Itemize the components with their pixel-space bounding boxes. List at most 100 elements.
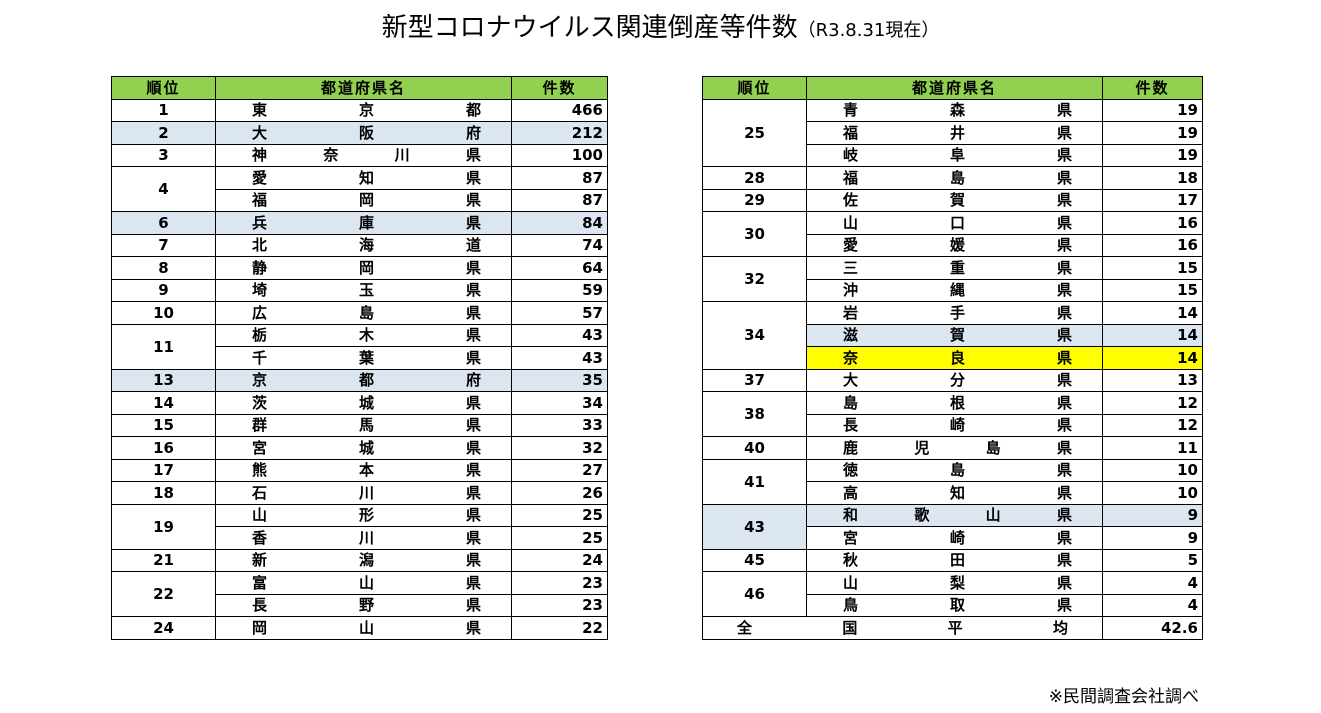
prefecture-cell: 神奈川県 xyxy=(215,143,512,167)
prefecture-name: 埼玉県 xyxy=(252,281,481,300)
ranking-table-left: 順位 都道府県名 件数 1 東京都 466 2 大阪府 212 3 神奈川県 100 4 愛知県 87… xyxy=(111,76,608,640)
prefecture-name: 沖縄県 xyxy=(843,281,1072,300)
rank-cell: 25 xyxy=(702,98,807,167)
rank-cell: 17 xyxy=(111,458,216,482)
prefecture-name: 佐賀県 xyxy=(843,191,1072,210)
rank-cell: 8 xyxy=(111,256,216,280)
prefecture-cell: 愛媛県 xyxy=(806,233,1103,257)
count-cell: 17 xyxy=(1102,188,1203,212)
count-cell: 25 xyxy=(511,526,608,550)
prefecture-cell: 福井県 xyxy=(806,121,1103,145)
prefecture-name: 三重県 xyxy=(843,258,1072,277)
count-cell: 10 xyxy=(1102,481,1203,505)
count-cell: 15 xyxy=(1102,278,1203,302)
prefecture-name: 石川県 xyxy=(252,483,481,502)
prefecture-name: 滋賀県 xyxy=(843,326,1072,345)
rank-cell: 22 xyxy=(111,571,216,617)
prefecture-cell: 岩手県 xyxy=(806,301,1103,325)
count-cell: 23 xyxy=(511,593,608,617)
prefecture-cell: 東京都 xyxy=(215,98,512,122)
prefecture-name: 福島県 xyxy=(843,168,1072,187)
count-cell: 35 xyxy=(511,368,608,392)
count-cell: 43 xyxy=(511,323,608,347)
table-row: 32 三重県 15 xyxy=(702,256,1203,302)
prefecture-name: 山形県 xyxy=(252,506,481,525)
prefecture-cell: 広島県 xyxy=(215,301,512,325)
prefecture-cell: 京都府 xyxy=(215,368,512,392)
prefecture-name: 秋田県 xyxy=(843,551,1072,570)
prefecture-name: 福井県 xyxy=(843,123,1072,142)
prefecture-cell: 香川県 xyxy=(215,526,512,550)
prefecture-cell: 島根県 xyxy=(806,391,1103,415)
prefecture-name: 山口県 xyxy=(843,213,1072,232)
table-row: 21 新潟県 24 xyxy=(111,548,608,572)
count-cell: 13 xyxy=(1102,368,1203,392)
count-cell: 14 xyxy=(1102,346,1203,370)
header-prefecture: 都道府県名 xyxy=(215,76,512,100)
count-cell: 33 xyxy=(511,413,608,437)
rank-cell: 14 xyxy=(111,391,216,415)
rank-cell: 46 xyxy=(702,571,807,617)
average-label: 全国平均 xyxy=(702,616,1103,640)
prefecture-name: 愛媛県 xyxy=(843,236,1072,255)
title-main: 新型コロナウイルス関連倒産等件数 xyxy=(381,13,798,43)
rank-cell: 18 xyxy=(111,481,216,505)
table-row: 11 栃木県 43 xyxy=(111,323,608,370)
table-row: 14 茨城県 34 xyxy=(111,391,608,415)
prefecture-cell: 宮城県 xyxy=(215,436,512,460)
table-row: 高知県 10 xyxy=(703,481,1203,505)
prefecture-name: 愛知県 xyxy=(252,168,481,187)
prefecture-cell: 愛知県 xyxy=(215,166,512,190)
count-cell: 64 xyxy=(511,256,608,280)
rank-cell: 19 xyxy=(111,503,216,550)
table-row: 29 佐賀県 17 xyxy=(702,188,1203,212)
prefecture-name: 岐阜県 xyxy=(843,146,1072,165)
count-cell: 10 xyxy=(1102,458,1203,482)
table-row: 鳥取県 4 xyxy=(703,593,1203,617)
count-cell: 74 xyxy=(511,233,608,257)
title-date: （R3.8.31現在） xyxy=(797,20,940,41)
count-cell: 43 xyxy=(511,346,608,370)
rank-cell: 6 xyxy=(111,211,216,235)
rank-cell: 1 xyxy=(111,98,216,122)
rank-cell: 15 xyxy=(111,413,216,437)
table-row: 37 大分県 13 xyxy=(702,368,1203,392)
prefecture-cell: 長野県 xyxy=(215,593,512,617)
rank-cell: 28 xyxy=(702,166,807,190)
count-cell: 25 xyxy=(511,503,608,527)
average-value: 42.6 xyxy=(1102,616,1203,640)
rank-cell: 38 xyxy=(702,391,807,437)
table-row: 34 岩手県 14 xyxy=(702,301,1203,370)
count-cell: 24 xyxy=(511,548,608,572)
table-row: 7 北海道 74 xyxy=(111,233,608,257)
prefecture-cell: 徳島県 xyxy=(806,458,1103,482)
table-row: 24 岡山県 22 xyxy=(111,616,608,640)
prefecture-cell: 沖縄県 xyxy=(806,278,1103,302)
table-row: 19 山形県 25 xyxy=(111,503,608,550)
table-row: 4 愛知県 87 xyxy=(111,166,608,212)
prefecture-name: 千葉県 xyxy=(252,348,481,367)
prefecture-cell: 佐賀県 xyxy=(806,188,1103,212)
rank-cell: 11 xyxy=(111,323,216,370)
prefecture-cell: 福島県 xyxy=(806,166,1103,190)
count-cell: 57 xyxy=(511,301,608,325)
prefecture-cell: 鳥取県 xyxy=(806,593,1103,617)
table-row: 45 秋田県 5 xyxy=(702,548,1203,572)
prefecture-cell: 熊本県 xyxy=(215,458,512,482)
prefecture-name: 茨城県 xyxy=(252,393,481,412)
header-count: 件数 xyxy=(1102,76,1203,100)
count-cell: 16 xyxy=(1102,211,1203,235)
prefecture-name: 長野県 xyxy=(252,596,481,615)
table-row: 6 兵庫県 84 xyxy=(111,211,608,235)
prefecture-name: 京都府 xyxy=(252,371,481,390)
prefecture-cell: 秋田県 xyxy=(806,548,1103,572)
count-cell: 23 xyxy=(511,571,608,595)
prefecture-name: 北海道 xyxy=(252,236,481,255)
prefecture-name: 宮城県 xyxy=(252,438,481,457)
rank-cell: 34 xyxy=(702,301,807,370)
prefecture-name: 鹿児島県 xyxy=(843,438,1072,457)
header-prefecture: 都道府県名 xyxy=(806,76,1103,100)
ranking-table-right: 順位 都道府県名 件数 25 青森県 19 福井県 19 岐阜県 19 28 福島県 18 29 佐賀… xyxy=(702,76,1203,640)
count-cell: 466 xyxy=(511,98,608,122)
table-row: 13 京都府 35 xyxy=(111,368,608,392)
